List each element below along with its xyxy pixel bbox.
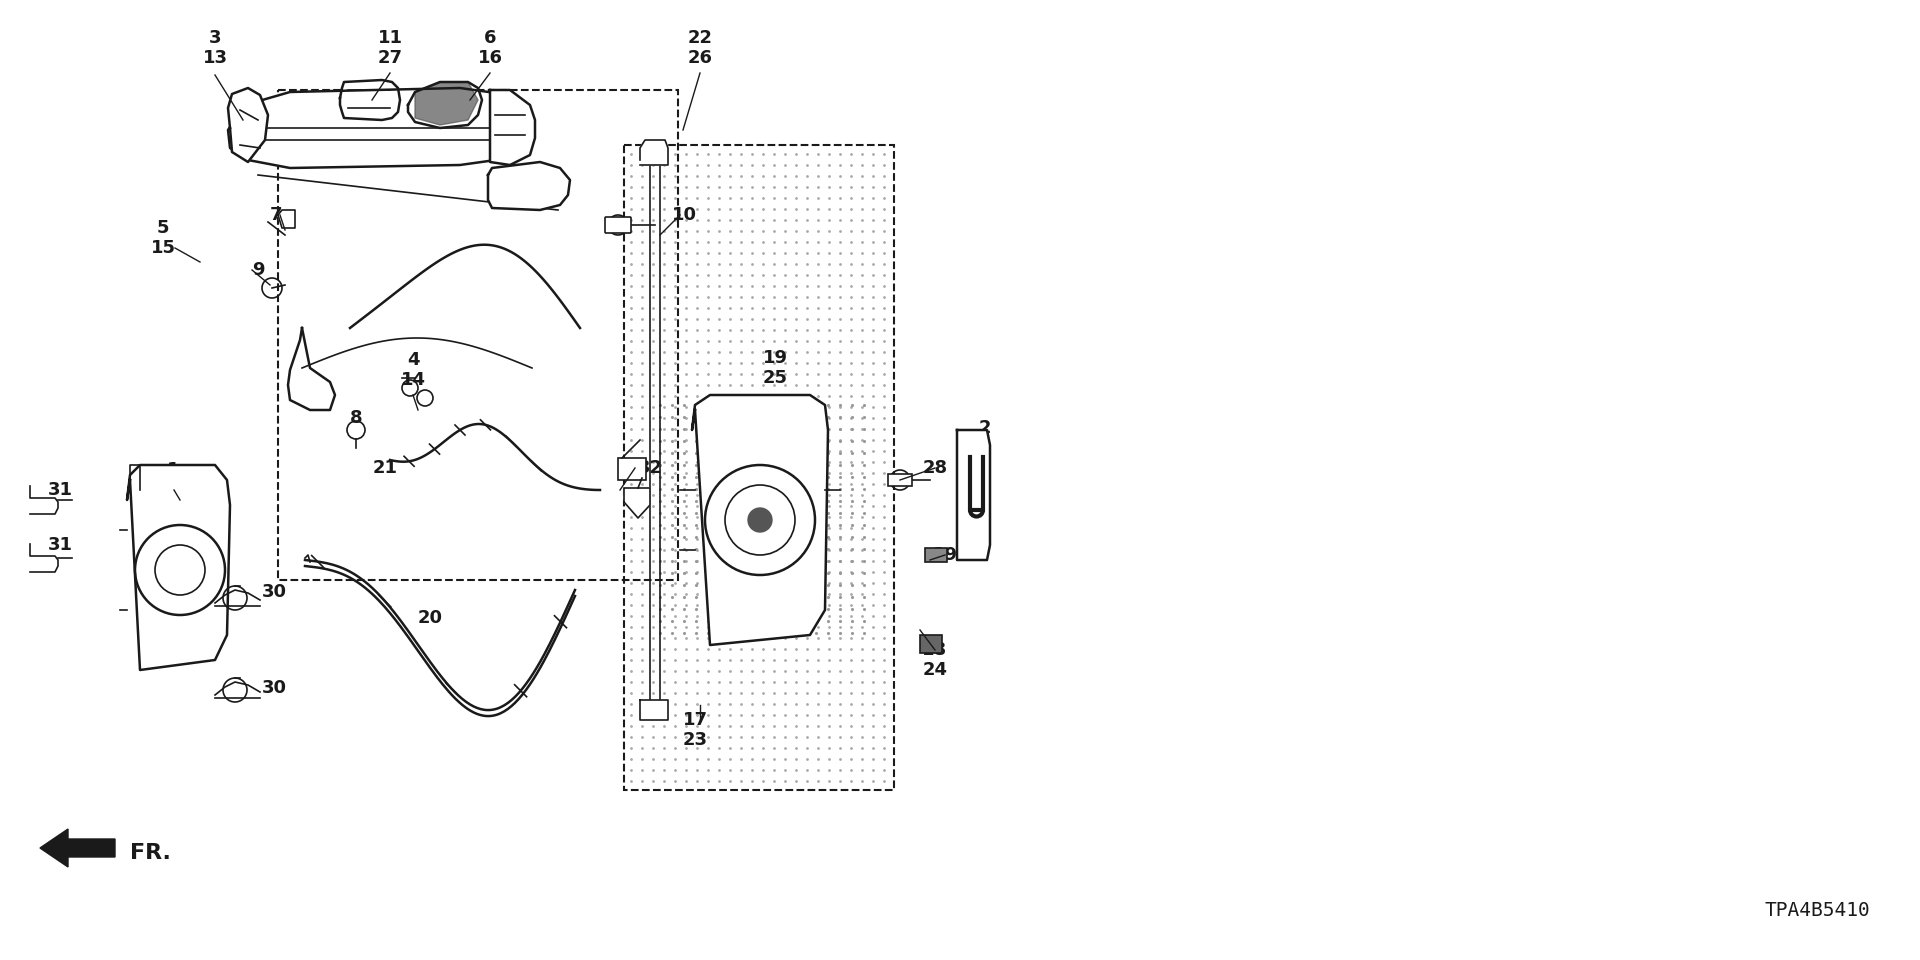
Polygon shape (639, 140, 668, 165)
Text: 3: 3 (209, 29, 221, 47)
Bar (887, 474, 912, 486)
Text: 28: 28 (922, 459, 948, 477)
Polygon shape (490, 90, 536, 165)
Polygon shape (31, 544, 58, 572)
Text: 24: 24 (922, 661, 947, 679)
FancyBboxPatch shape (605, 217, 632, 233)
Text: 27: 27 (378, 49, 403, 67)
Text: 25: 25 (762, 369, 787, 387)
Bar (624, 145, 895, 790)
Circle shape (749, 508, 772, 532)
Text: 30: 30 (261, 583, 286, 601)
Text: 22: 22 (687, 29, 712, 47)
Polygon shape (407, 82, 482, 128)
Text: 31: 31 (48, 481, 73, 499)
Text: 10: 10 (672, 206, 697, 224)
Text: 26: 26 (687, 49, 712, 67)
Text: 31: 31 (48, 536, 73, 554)
Polygon shape (228, 88, 530, 168)
Polygon shape (691, 395, 828, 645)
Polygon shape (415, 82, 478, 125)
Text: 17: 17 (682, 711, 707, 729)
Text: 5: 5 (157, 219, 169, 237)
Text: FR.: FR. (131, 843, 171, 863)
FancyArrow shape (40, 829, 115, 867)
Text: 6: 6 (484, 29, 495, 47)
Text: 13: 13 (202, 49, 227, 67)
Text: 14: 14 (401, 371, 426, 389)
Polygon shape (488, 162, 570, 210)
Polygon shape (624, 488, 651, 518)
Text: 1: 1 (167, 461, 179, 479)
Text: 8: 8 (349, 409, 363, 427)
Text: 29: 29 (933, 546, 958, 564)
Polygon shape (278, 210, 296, 228)
Text: 19: 19 (762, 349, 787, 367)
Bar (618, 458, 645, 480)
Polygon shape (956, 430, 991, 560)
Bar (920, 635, 943, 653)
Bar (925, 548, 947, 562)
Polygon shape (639, 700, 668, 720)
Text: 21: 21 (372, 459, 397, 477)
Text: 15: 15 (150, 239, 175, 257)
Text: 20: 20 (417, 609, 442, 627)
Polygon shape (288, 328, 334, 410)
Polygon shape (340, 80, 399, 120)
Text: 2: 2 (979, 419, 991, 437)
Text: 16: 16 (478, 49, 503, 67)
Text: 23: 23 (682, 731, 707, 749)
Text: 18: 18 (922, 641, 948, 659)
Text: 32: 32 (637, 459, 662, 477)
Text: 12: 12 (161, 481, 186, 499)
Polygon shape (228, 88, 269, 162)
Text: 9: 9 (252, 261, 265, 279)
Text: 4: 4 (407, 351, 419, 369)
Polygon shape (127, 465, 230, 670)
Text: 30: 30 (261, 679, 286, 697)
Text: TPA4B5410: TPA4B5410 (1764, 901, 1870, 920)
Text: 7: 7 (271, 206, 282, 224)
Bar (278, 90, 678, 580)
Polygon shape (31, 486, 58, 514)
Text: 11: 11 (378, 29, 403, 47)
